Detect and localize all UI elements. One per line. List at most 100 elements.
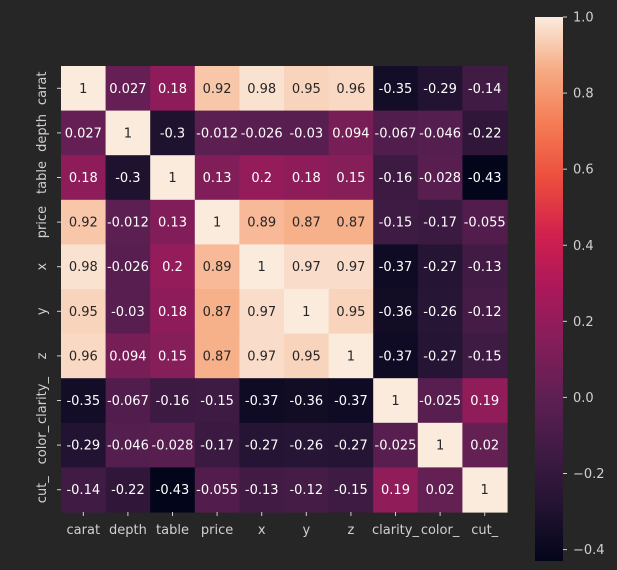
heatmap-cell (462, 244, 508, 290)
heatmap-cell-label: 0.13 (203, 171, 232, 186)
heatmap-cell-label: 0.094 (332, 126, 369, 141)
heatmap-cell (194, 289, 240, 335)
heatmap-cell (194, 199, 240, 245)
heatmap-cell (194, 66, 240, 112)
x-tick-label: price (201, 523, 233, 538)
heatmap-cell-label: -0.028 (152, 439, 194, 454)
colorbar (535, 17, 563, 561)
heatmap-cell-label: 0.97 (292, 260, 321, 275)
heatmap-cell (462, 378, 508, 424)
x-axis-tick-labels: carat depth table price x y z clarity_ color_ cut… (67, 512, 499, 538)
heatmap-cell (105, 244, 151, 290)
heatmap-cell-label: 0.02 (470, 439, 499, 454)
heatmap-cell-label: -0.055 (196, 483, 238, 498)
heatmap-cell-label: 0.19 (470, 394, 499, 409)
x-tick-label: carat (67, 523, 101, 538)
heatmap-cell (417, 199, 463, 245)
colorbar-tick-label: 0.6 (573, 163, 594, 178)
heatmap-cell-label: 0.15 (336, 171, 365, 186)
heatmap-cell-label: 1 (391, 394, 399, 409)
heatmap-cell (194, 110, 240, 156)
heatmap-cell-label: -0.3 (115, 171, 140, 186)
heatmap-cell (150, 467, 196, 513)
heatmap-cell (61, 66, 107, 112)
heatmap-cell (239, 110, 285, 156)
heatmap-cell-label: -0.3 (160, 126, 185, 141)
heatmap-cell-label: -0.26 (289, 439, 323, 454)
heatmap-cell-label: 0.92 (69, 216, 98, 231)
heatmap-cell (239, 422, 285, 468)
heatmap-cell-label: 0.2 (162, 260, 183, 275)
heatmap-cell-label: -0.14 (468, 82, 502, 97)
heatmap-cell-label: -0.15 (379, 216, 413, 231)
heatmap-cell-label: 1 (436, 439, 444, 454)
heatmap-cell-label: -0.17 (423, 216, 457, 231)
heatmap-cell-label: 0.92 (203, 82, 232, 97)
heatmap-cell-label: 1 (124, 126, 132, 141)
x-tick-label: z (347, 523, 354, 538)
heatmap-cell (417, 66, 463, 112)
heatmap-cell (284, 244, 330, 290)
heatmap-cell-label: 1 (213, 216, 221, 231)
heatmap-cell (328, 422, 374, 468)
heatmap-cell-label: -0.03 (111, 305, 145, 320)
heatmap-cell-label: -0.35 (66, 394, 100, 409)
heatmap-cell (328, 66, 374, 112)
heatmap-cell-label: 0.18 (158, 82, 187, 97)
heatmap-cell-label: 1 (481, 483, 489, 498)
heatmap-cell (328, 199, 374, 245)
heatmap-cell-label: -0.067 (107, 394, 149, 409)
heatmap-cell (328, 333, 374, 379)
heatmap-cell (328, 467, 374, 513)
heatmap-cell (239, 333, 285, 379)
heatmap-cell (284, 422, 330, 468)
heatmap-cell-label: 0.18 (69, 171, 98, 186)
heatmap-cell-label: -0.27 (245, 439, 279, 454)
heatmap-cell (417, 110, 463, 156)
heatmap-cell (105, 467, 151, 513)
heatmap-cell-label: 1 (258, 260, 266, 275)
y-tick-label: clarity_ (35, 377, 50, 424)
heatmap-cell-label: -0.012 (107, 216, 149, 231)
heatmap-cell-label: 0.96 (69, 349, 98, 364)
heatmap-cell (417, 422, 463, 468)
heatmap-cell-label: -0.29 (66, 439, 100, 454)
heatmap-cell (417, 333, 463, 379)
heatmap-cell (239, 244, 285, 290)
heatmap-cell-label: 0.98 (247, 82, 276, 97)
heatmap-cell (61, 333, 107, 379)
y-tick-label: z (35, 352, 50, 359)
heatmap-cell-label: -0.15 (468, 349, 502, 364)
heatmap-cell-label: -0.43 (156, 483, 190, 498)
heatmap-cell (239, 155, 285, 201)
heatmap-cell (462, 289, 508, 335)
heatmap-cell (61, 378, 107, 424)
heatmap-cell-label: -0.36 (379, 305, 413, 320)
heatmap-cell-label: -0.026 (107, 260, 149, 275)
colorbar-tick-label: −0.2 (573, 467, 605, 482)
heatmap-cell (194, 333, 240, 379)
colorbar-ticks: −0.4 −0.2 0.0 0.2 0.4 0.6 0.8 1.0 (563, 11, 605, 558)
heatmap-cell (462, 110, 508, 156)
y-tick-label: price (35, 206, 50, 238)
heatmap-cell (417, 378, 463, 424)
heatmap-cell-label: -0.055 (464, 216, 506, 231)
heatmap-cell (105, 110, 151, 156)
x-tick-label: color_ (421, 523, 460, 538)
colorbar-tick-label: 1.0 (573, 11, 594, 26)
heatmap-cell (373, 110, 419, 156)
heatmap-cell-label: -0.067 (375, 126, 417, 141)
heatmap-cell (105, 378, 151, 424)
heatmap-cell (194, 422, 240, 468)
heatmap-cell-label: 0.97 (247, 349, 276, 364)
heatmap-cell (105, 199, 151, 245)
heatmap-cell-label: 0.2 (251, 171, 272, 186)
heatmap-cell (328, 244, 374, 290)
heatmap-cell-label: -0.012 (196, 126, 238, 141)
x-tick-label: y (302, 523, 310, 538)
heatmap-cell (373, 422, 419, 468)
heatmap-cell (462, 467, 508, 513)
heatmap-cell-label: -0.025 (419, 394, 461, 409)
heatmap-cell-label: 1 (79, 82, 87, 97)
